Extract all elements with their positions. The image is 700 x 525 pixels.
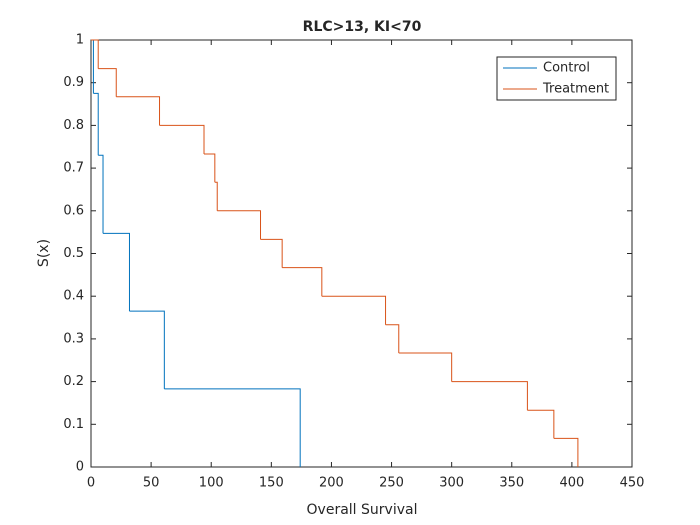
y-axis-label: S(x) [36,239,52,267]
step [451,381,528,411]
step [98,68,117,97]
step [164,388,301,467]
legend-label: Treatment [542,82,609,97]
step [398,352,453,382]
x-tick-label: 400 [559,476,584,491]
step [553,437,579,467]
plot-box [90,39,633,468]
x-tick-label: 150 [259,476,284,491]
step [385,324,400,353]
step [129,310,165,389]
x-tick-label: 200 [319,476,344,491]
step [321,295,387,325]
step [103,232,130,312]
y-tick-label: 1 [76,33,84,48]
step [116,96,161,126]
step [214,181,218,211]
y-tick-label: 0.9 [63,75,84,90]
step [98,154,104,234]
y-tick-label: 0.5 [63,246,84,261]
legend-box [496,56,617,101]
y-tick-label: 0.6 [63,203,84,218]
x-axis-label: Overall Survival [307,502,418,518]
step [159,124,205,155]
y-tick-label: 0.3 [63,331,84,346]
y-tick-label: 0.7 [63,161,84,176]
y-tick-label: 0 [76,460,84,475]
x-tick-label: 300 [439,476,464,491]
legend-label: Control [543,61,590,76]
x-tick-label: 0 [87,476,95,491]
step [204,153,216,183]
step [527,409,555,439]
y-tick-label: 0.2 [63,374,84,389]
x-tick-label: 100 [199,476,224,491]
step [282,267,323,297]
x-tick-label: 350 [499,476,524,491]
y-tick-label: 0.4 [63,289,84,304]
x-tick-label: 250 [379,476,404,491]
y-tick-label: 0.8 [63,118,84,133]
step [93,92,99,156]
x-tick-label: 50 [143,476,160,491]
step [217,210,262,240]
step [91,39,99,69]
chart-title: RLC>13, KI<70 [303,19,422,35]
step [260,238,283,268]
x-tick-label: 450 [620,476,645,491]
y-tick-label: 0.1 [63,417,84,432]
